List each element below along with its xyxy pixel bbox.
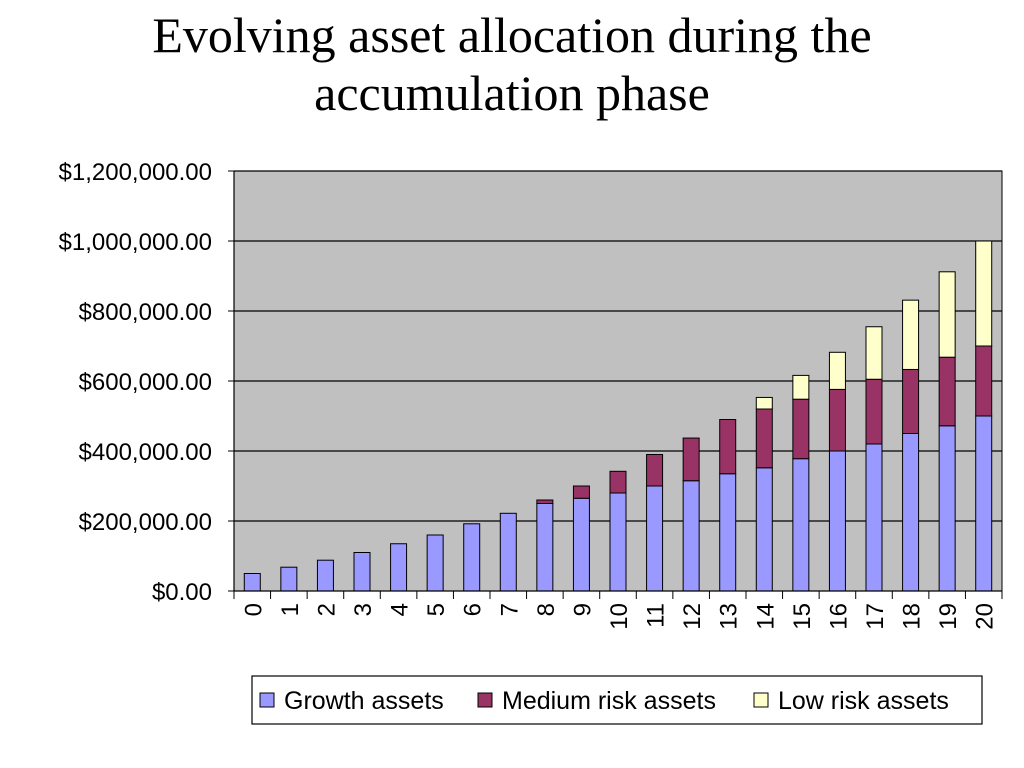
x-tick-label: 11	[643, 603, 670, 628]
bar-segment-medium-risk-assets	[828, 388, 846, 452]
y-tick-label: $0.00	[152, 579, 212, 606]
y-tick-label: $800,000.00	[79, 299, 212, 326]
bar-segment-low-risk-assets	[865, 326, 883, 380]
bar-segment-low-risk-assets	[938, 271, 956, 358]
x-tick-label: 5	[423, 603, 450, 616]
chart-title-line-2: accumulation phase	[314, 65, 710, 121]
x-tick-label: 10	[606, 603, 633, 630]
x-tick-label: 12	[679, 603, 706, 630]
bar-segment-medium-risk-assets	[719, 419, 737, 475]
bar-segment-growth-assets	[499, 512, 517, 592]
x-tick-label: 6	[460, 603, 487, 616]
x-tick-label: 14	[752, 603, 779, 630]
bar-segment-growth-assets	[280, 566, 298, 592]
chart-title-line-1: Evolving asset allocation during the	[152, 7, 872, 63]
legend	[251, 675, 983, 725]
bar-segment-medium-risk-assets	[536, 499, 554, 504]
x-tick-label: 17	[862, 603, 889, 630]
legend-label: Low risk assets	[778, 687, 949, 715]
bar-segment-growth-assets	[902, 433, 920, 592]
bar-segment-low-risk-assets	[828, 351, 846, 390]
bar-segment-medium-risk-assets	[646, 454, 664, 487]
bar-segment-growth-assets	[609, 492, 627, 592]
y-tick-label: $1,000,000.00	[59, 229, 212, 256]
bar-segment-growth-assets	[426, 534, 444, 592]
y-tick-label: $200,000.00	[79, 509, 212, 536]
bar-segment-growth-assets	[828, 450, 846, 592]
bar-segment-growth-assets	[975, 415, 993, 592]
bar-segment-growth-assets	[390, 543, 408, 592]
x-tick-label: 3	[350, 603, 377, 616]
chart-title: Evolving asset allocation during the acc…	[0, 6, 1024, 122]
bar-segment-medium-risk-assets	[865, 378, 883, 445]
bar-segment-low-risk-assets	[792, 374, 810, 400]
bar-segment-medium-risk-assets	[682, 437, 700, 482]
bar-segment-medium-risk-assets	[975, 345, 993, 417]
bar-segment-growth-assets	[792, 458, 810, 592]
x-tick-label: 18	[899, 603, 926, 630]
legend-swatch	[753, 692, 769, 708]
x-tick-label: 0	[240, 603, 267, 616]
bar-segment-growth-assets	[463, 523, 481, 592]
bar-segment-medium-risk-assets	[792, 398, 810, 460]
bar-segment-low-risk-assets	[975, 240, 993, 347]
bar-segment-growth-assets	[316, 559, 334, 592]
x-tick-label: 2	[313, 603, 340, 616]
bar-segment-growth-assets	[243, 573, 261, 592]
bar-segment-growth-assets	[755, 467, 773, 592]
x-tick-label: 15	[789, 603, 816, 630]
legend-swatch	[477, 692, 493, 708]
x-tick-label: 16	[825, 603, 852, 630]
bar-segment-growth-assets	[719, 473, 737, 592]
bar-segment-medium-risk-assets	[938, 356, 956, 427]
x-tick-label: 4	[387, 603, 414, 616]
legend-label: Growth assets	[284, 687, 444, 715]
bar-segment-low-risk-assets	[755, 396, 773, 410]
bar-segment-medium-risk-assets	[572, 485, 590, 499]
x-tick-label: 8	[533, 603, 560, 616]
y-tick-label: $1,200,000.00	[59, 159, 212, 186]
x-tick-label: 13	[716, 603, 743, 630]
x-tick-label: 19	[935, 603, 962, 630]
bar-segment-medium-risk-assets	[755, 408, 773, 469]
bar-segment-growth-assets	[572, 497, 590, 592]
bar-segment-low-risk-assets	[902, 299, 920, 370]
x-tick-label: 1	[277, 603, 304, 616]
bar-segment-growth-assets	[865, 443, 883, 592]
x-tick-label: 7	[496, 603, 523, 616]
bar-segment-growth-assets	[646, 485, 664, 592]
x-tick-label: 9	[569, 603, 596, 616]
y-tick-label: $600,000.00	[79, 369, 212, 396]
bar-segment-medium-risk-assets	[609, 470, 627, 494]
bar-segment-growth-assets	[938, 425, 956, 592]
bar-segment-growth-assets	[682, 480, 700, 592]
legend-label: Medium risk assets	[502, 687, 716, 715]
bar-segment-growth-assets	[536, 503, 554, 592]
x-tick-label: 20	[972, 603, 999, 630]
bar-segment-medium-risk-assets	[902, 368, 920, 435]
bar-segment-growth-assets	[353, 552, 371, 592]
legend-swatch	[259, 692, 275, 708]
y-tick-label: $400,000.00	[79, 439, 212, 466]
